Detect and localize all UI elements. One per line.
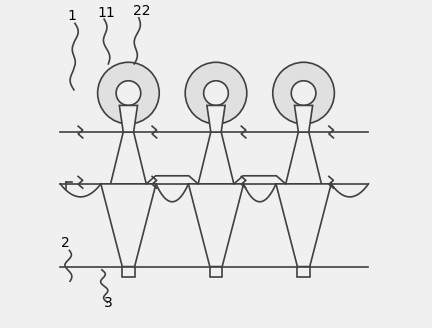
Polygon shape bbox=[188, 184, 244, 267]
Text: 1: 1 bbox=[67, 9, 76, 23]
Text: 3: 3 bbox=[104, 296, 113, 310]
Polygon shape bbox=[111, 132, 146, 184]
Polygon shape bbox=[207, 105, 225, 132]
Polygon shape bbox=[101, 184, 156, 267]
Circle shape bbox=[291, 81, 316, 105]
Circle shape bbox=[203, 81, 229, 105]
Circle shape bbox=[98, 62, 159, 124]
Polygon shape bbox=[276, 184, 331, 267]
Circle shape bbox=[116, 81, 141, 105]
Circle shape bbox=[185, 62, 247, 124]
Polygon shape bbox=[198, 132, 234, 184]
Polygon shape bbox=[295, 105, 313, 132]
Bar bbox=[210, 267, 222, 277]
Bar bbox=[297, 267, 310, 277]
Polygon shape bbox=[286, 132, 321, 184]
Text: 22: 22 bbox=[133, 4, 151, 18]
Polygon shape bbox=[119, 105, 137, 132]
Text: 11: 11 bbox=[98, 6, 115, 20]
Bar bbox=[122, 267, 135, 277]
Circle shape bbox=[273, 62, 334, 124]
Text: 2: 2 bbox=[61, 236, 70, 250]
